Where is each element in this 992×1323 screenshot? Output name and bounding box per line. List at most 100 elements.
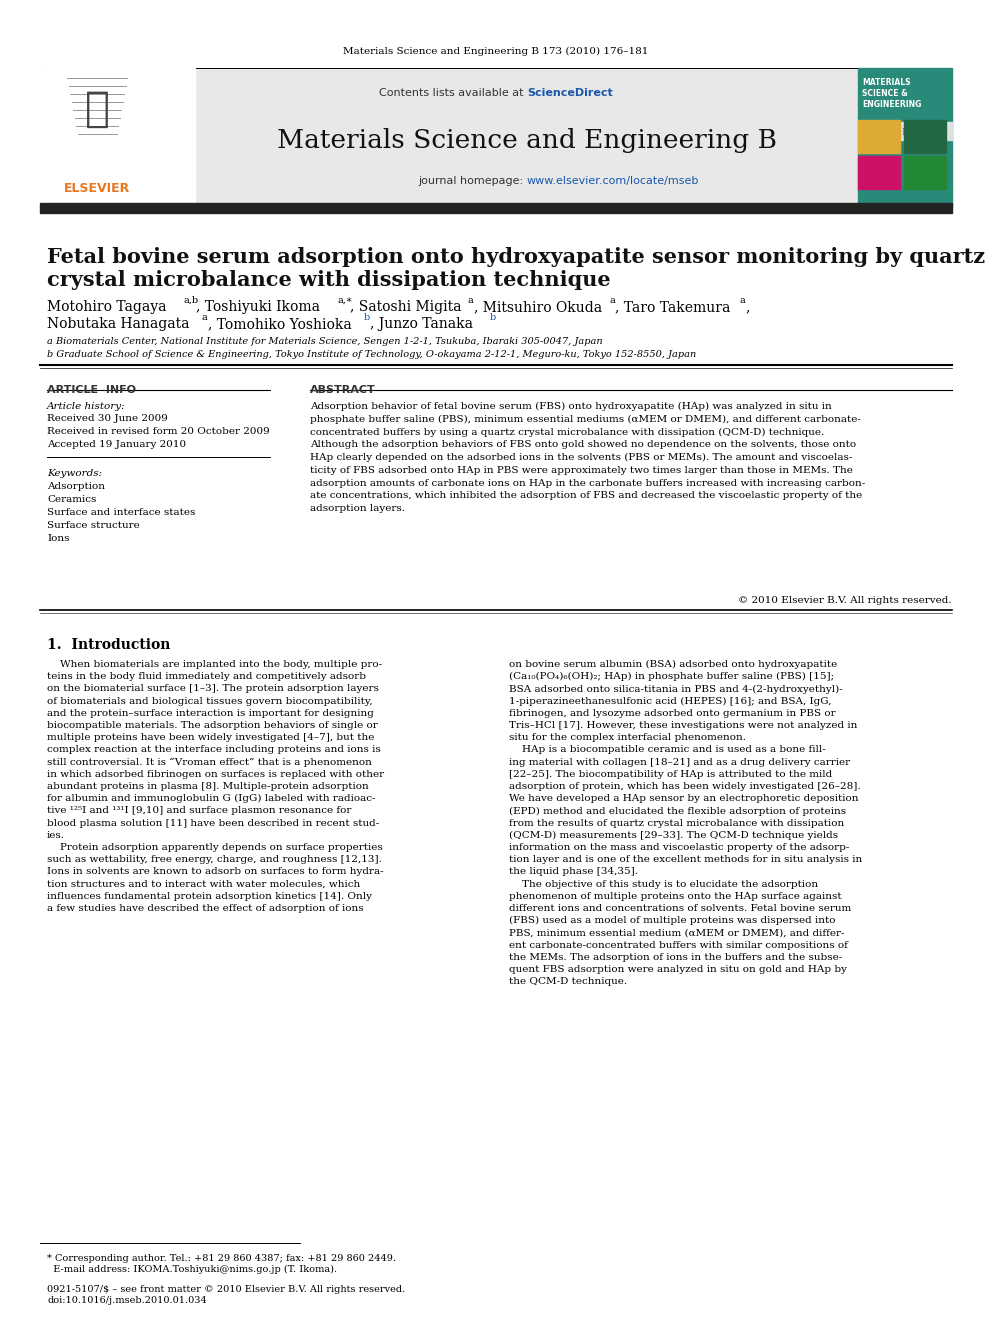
Bar — [858, 156, 900, 189]
Text: (Ca₁₀(PO₄)₆(OH)₂; HAp) in phosphate buffer saline (PBS) [15];: (Ca₁₀(PO₄)₆(OH)₂; HAp) in phosphate buff… — [509, 672, 834, 681]
Text: [22–25]. The biocompatibility of HAp is attributed to the mild: [22–25]. The biocompatibility of HAp is … — [509, 770, 832, 779]
Text: ScienceDirect: ScienceDirect — [527, 89, 613, 98]
Bar — [858, 120, 900, 153]
Bar — [40, 202, 952, 213]
Text: Received in revised form 20 October 2009: Received in revised form 20 October 2009 — [47, 427, 270, 437]
Text: blood plasma solution [11] have been described in recent stud-: blood plasma solution [11] have been des… — [47, 819, 379, 828]
Text: for albumin and immunoglobulin G (IgG) labeled with radioac-: for albumin and immunoglobulin G (IgG) l… — [47, 794, 376, 803]
Text: 0921-5107/$ – see front matter © 2010 Elsevier B.V. All rights reserved.: 0921-5107/$ – see front matter © 2010 El… — [47, 1285, 406, 1294]
Bar — [195, 67, 857, 206]
Text: 1.  Introduction: 1. Introduction — [47, 638, 171, 652]
Text: Fetal bovine serum adsorption onto hydroxyapatite sensor monitoring by quartz: Fetal bovine serum adsorption onto hydro… — [47, 247, 985, 267]
Text: information on the mass and viscoelastic property of the adsorp-: information on the mass and viscoelastic… — [509, 843, 849, 852]
Text: www.elsevier.com/locate/mseb: www.elsevier.com/locate/mseb — [527, 176, 699, 187]
Text: a: a — [609, 296, 615, 306]
Text: a Biomaterials Center, National Institute for Materials Science, Sengen 1-2-1, T: a Biomaterials Center, National Institut… — [47, 337, 602, 347]
Text: E-mail address: IKOMA.Toshiyuki@nims.go.jp (T. Ikoma).: E-mail address: IKOMA.Toshiyuki@nims.go.… — [47, 1265, 337, 1274]
Text: Accepted 19 January 2010: Accepted 19 January 2010 — [47, 441, 186, 448]
Text: We have developed a HAp sensor by an electrophoretic deposition: We have developed a HAp sensor by an ele… — [509, 794, 858, 803]
Text: Motohiro Tagaya: Motohiro Tagaya — [47, 300, 167, 314]
Text: adsorption of protein, which has been widely investigated [26–28].: adsorption of protein, which has been wi… — [509, 782, 861, 791]
Text: b: b — [490, 314, 496, 321]
Text: a few studies have described the effect of adsorption of ions: a few studies have described the effect … — [47, 904, 364, 913]
Text: still controversial. It is “Vroman effect” that is a phenomenon: still controversial. It is “Vroman effec… — [47, 758, 372, 767]
Text: Protein adsorption apparently depends on surface properties: Protein adsorption apparently depends on… — [47, 843, 383, 852]
Bar — [40, 67, 195, 205]
Text: quent FBS adsorption were analyzed in situ on gold and HAp by: quent FBS adsorption were analyzed in si… — [509, 964, 847, 974]
Text: on the biomaterial surface [1–3]. The protein adsorption layers: on the biomaterial surface [1–3]. The pr… — [47, 684, 379, 693]
Text: , Satoshi Migita: , Satoshi Migita — [350, 300, 461, 314]
Text: 1-piperazineethanesulfonic acid (HEPES) [16]; and BSA, IgG,: 1-piperazineethanesulfonic acid (HEPES) … — [509, 697, 831, 705]
Text: ELSEVIER: ELSEVIER — [63, 183, 130, 194]
Text: Nobutaka Hanagata: Nobutaka Hanagata — [47, 318, 189, 331]
Text: Ions in solvents are known to adsorb on surfaces to form hydra-: Ions in solvents are known to adsorb on … — [47, 868, 384, 876]
Text: influences fundamental protein adsorption kinetics [14]. Only: influences fundamental protein adsorptio… — [47, 892, 372, 901]
Text: complex reaction at the interface including proteins and ions is: complex reaction at the interface includ… — [47, 745, 381, 754]
Text: the QCM-D technique.: the QCM-D technique. — [509, 978, 627, 986]
Text: When biomaterials are implanted into the body, multiple pro-: When biomaterials are implanted into the… — [47, 660, 382, 669]
Text: Ceramics: Ceramics — [47, 495, 96, 504]
Text: a,b: a,b — [183, 296, 198, 306]
Text: ies.: ies. — [47, 831, 65, 840]
Text: Received 30 June 2009: Received 30 June 2009 — [47, 414, 168, 423]
Text: ing material with collagen [18–21] and as a drug delivery carrier: ing material with collagen [18–21] and a… — [509, 758, 850, 766]
Text: in which adsorbed fibrinogen on surfaces is replaced with other: in which adsorbed fibrinogen on surfaces… — [47, 770, 384, 779]
Text: from the results of quartz crystal microbalance with dissipation: from the results of quartz crystal micro… — [509, 819, 844, 828]
Text: a: a — [740, 296, 746, 306]
Text: Contents lists available at: Contents lists available at — [379, 89, 527, 98]
Text: a: a — [468, 296, 474, 306]
Text: biocompatible materials. The adsorption behaviors of single or: biocompatible materials. The adsorption … — [47, 721, 378, 730]
Text: tion structures and to interact with water molecules, which: tion structures and to interact with wat… — [47, 880, 360, 889]
Text: Surface structure: Surface structure — [47, 521, 140, 531]
Text: and the protein–surface interaction is important for designing: and the protein–surface interaction is i… — [47, 709, 374, 718]
Text: The objective of this study is to elucidate the adsorption: The objective of this study is to elucid… — [509, 880, 818, 889]
Text: , Junzo Tanaka: , Junzo Tanaka — [370, 318, 473, 331]
Text: Tris–HCl [17]. However, these investigations were not analyzed in: Tris–HCl [17]. However, these investigat… — [509, 721, 857, 730]
Text: , Tomohiko Yoshioka: , Tomohiko Yoshioka — [208, 318, 352, 331]
Text: a,∗: a,∗ — [337, 296, 352, 306]
Text: Article history:: Article history: — [47, 402, 126, 411]
Text: (QCM-D) measurements [29–33]. The QCM-D technique yields: (QCM-D) measurements [29–33]. The QCM-D … — [509, 831, 838, 840]
Text: a: a — [202, 314, 207, 321]
Text: phenomenon of multiple proteins onto the HAp surface against: phenomenon of multiple proteins onto the… — [509, 892, 841, 901]
Text: situ for the complex interfacial phenomenon.: situ for the complex interfacial phenome… — [509, 733, 746, 742]
Text: * Corresponding author. Tel.: +81 29 860 4387; fax: +81 29 860 2449.: * Corresponding author. Tel.: +81 29 860… — [47, 1254, 396, 1263]
Text: fibrinogen, and lysozyme adsorbed onto germanium in PBS or: fibrinogen, and lysozyme adsorbed onto g… — [509, 709, 835, 718]
Text: ABSTRACT: ABSTRACT — [310, 385, 376, 396]
Text: (EPD) method and elucidated the flexible adsorption of proteins: (EPD) method and elucidated the flexible… — [509, 807, 846, 815]
Text: ent carbonate-concentrated buffers with similar compositions of: ent carbonate-concentrated buffers with … — [509, 941, 848, 950]
Text: abundant proteins in plasma [8]. Multiple-protein adsorption: abundant proteins in plasma [8]. Multipl… — [47, 782, 369, 791]
Text: tive ¹²⁵I and ¹³¹I [9,10] and surface plasmon resonance for: tive ¹²⁵I and ¹³¹I [9,10] and surface pl… — [47, 807, 351, 815]
Text: b: b — [364, 314, 370, 321]
Text: crystal microbalance with dissipation technique: crystal microbalance with dissipation te… — [47, 270, 611, 290]
Text: of biomaterials and biological tissues govern biocompatibility,: of biomaterials and biological tissues g… — [47, 697, 373, 705]
Text: © 2010 Elsevier B.V. All rights reserved.: © 2010 Elsevier B.V. All rights reserved… — [738, 595, 952, 605]
Text: doi:10.1016/j.mseb.2010.01.034: doi:10.1016/j.mseb.2010.01.034 — [47, 1297, 206, 1304]
Text: teins in the body fluid immediately and competitively adsorb: teins in the body fluid immediately and … — [47, 672, 366, 681]
Bar — [904, 156, 946, 189]
Text: PBS, minimum essential medium (αMEM or DMEM), and differ-: PBS, minimum essential medium (αMEM or D… — [509, 929, 844, 938]
Text: 🌲: 🌲 — [84, 89, 109, 130]
Text: tion layer and is one of the excellent methods for in situ analysis in: tion layer and is one of the excellent m… — [509, 855, 862, 864]
Text: BSA adsorbed onto silica-titania in PBS and 4-(2-hydroxyethyl)-: BSA adsorbed onto silica-titania in PBS … — [509, 684, 843, 693]
Text: MATERIALS
SCIENCE &
ENGINEERING: MATERIALS SCIENCE & ENGINEERING — [862, 78, 922, 110]
Text: Keywords:: Keywords: — [47, 468, 102, 478]
Text: , Taro Takemura: , Taro Takemura — [615, 300, 730, 314]
Text: different ions and concentrations of solvents. Fetal bovine serum: different ions and concentrations of sol… — [509, 904, 851, 913]
Bar — [858, 122, 952, 140]
Text: such as wettability, free energy, charge, and roughness [12,13].: such as wettability, free energy, charge… — [47, 855, 382, 864]
Text: Surface and interface states: Surface and interface states — [47, 508, 195, 517]
Text: multiple proteins have been widely investigated [4–7], but the: multiple proteins have been widely inves… — [47, 733, 374, 742]
Text: HAp is a biocompatible ceramic and is used as a bone fill-: HAp is a biocompatible ceramic and is us… — [509, 745, 825, 754]
Text: on bovine serum albumin (BSA) adsorbed onto hydroxyapatite: on bovine serum albumin (BSA) adsorbed o… — [509, 660, 837, 669]
Text: B: B — [902, 128, 909, 138]
Text: , Toshiyuki Ikoma: , Toshiyuki Ikoma — [196, 300, 320, 314]
Text: the MEMs. The adsorption of ions in the buffers and the subse-: the MEMs. The adsorption of ions in the … — [509, 953, 842, 962]
Text: Adsorption: Adsorption — [47, 482, 105, 491]
Text: Ions: Ions — [47, 534, 69, 542]
Text: journal homepage:: journal homepage: — [419, 176, 527, 187]
Text: ARTICLE  INFO: ARTICLE INFO — [47, 385, 136, 396]
Text: Materials Science and Engineering B: Materials Science and Engineering B — [277, 128, 777, 153]
Text: Adsorption behavior of fetal bovine serum (FBS) onto hydroxyapatite (HAp) was an: Adsorption behavior of fetal bovine seru… — [310, 402, 865, 513]
Text: the liquid phase [34,35].: the liquid phase [34,35]. — [509, 868, 638, 876]
